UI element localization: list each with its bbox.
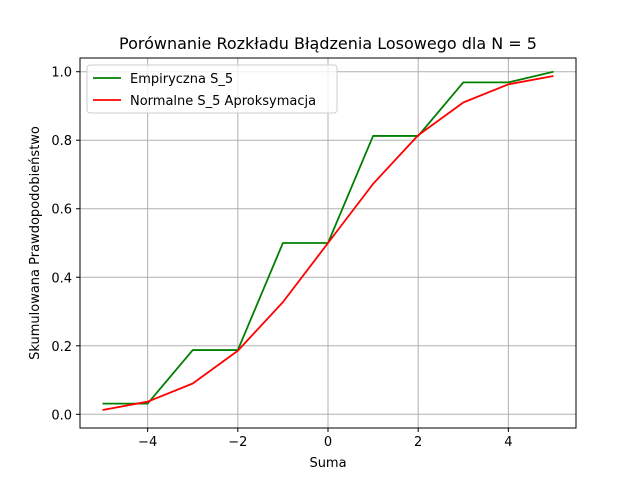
y-tick-label: 0.0 [51, 408, 72, 423]
x-tick-label: 2 [414, 435, 422, 450]
ticks: −4 −2 0 2 4 0.0 0.2 0.4 0.6 0.8 1.0 [51, 66, 512, 450]
y-tick-label: 1.0 [51, 66, 72, 81]
legend-label: Empiryczna S_5 [130, 72, 233, 87]
y-tick-label: 0.2 [51, 340, 72, 355]
series-lines [102, 70, 554, 411]
x-axis-label: Suma [309, 456, 346, 471]
x-tick-label: 4 [504, 435, 512, 450]
legend-box [86, 64, 338, 114]
x-tick-label: −2 [228, 435, 247, 450]
y-tick-label: 0.6 [51, 203, 72, 218]
y-tick-label: 0.4 [51, 271, 72, 286]
legend: Empiryczna S_5 Normalne S_5 Aproksymacja [86, 64, 338, 114]
y-axis-label: Skumulowana Prawdopodobieństwo [28, 126, 43, 360]
series-line-2 [102, 75, 554, 411]
chart-title: Porównanie Rozkładu Błądzenia Losowego d… [119, 34, 537, 53]
legend-label: Normalne S_5 Aproksymacja [130, 94, 316, 109]
x-tick-label: −4 [138, 435, 157, 450]
y-tick-label: 0.8 [51, 134, 72, 149]
x-tick-label: 0 [324, 435, 332, 450]
